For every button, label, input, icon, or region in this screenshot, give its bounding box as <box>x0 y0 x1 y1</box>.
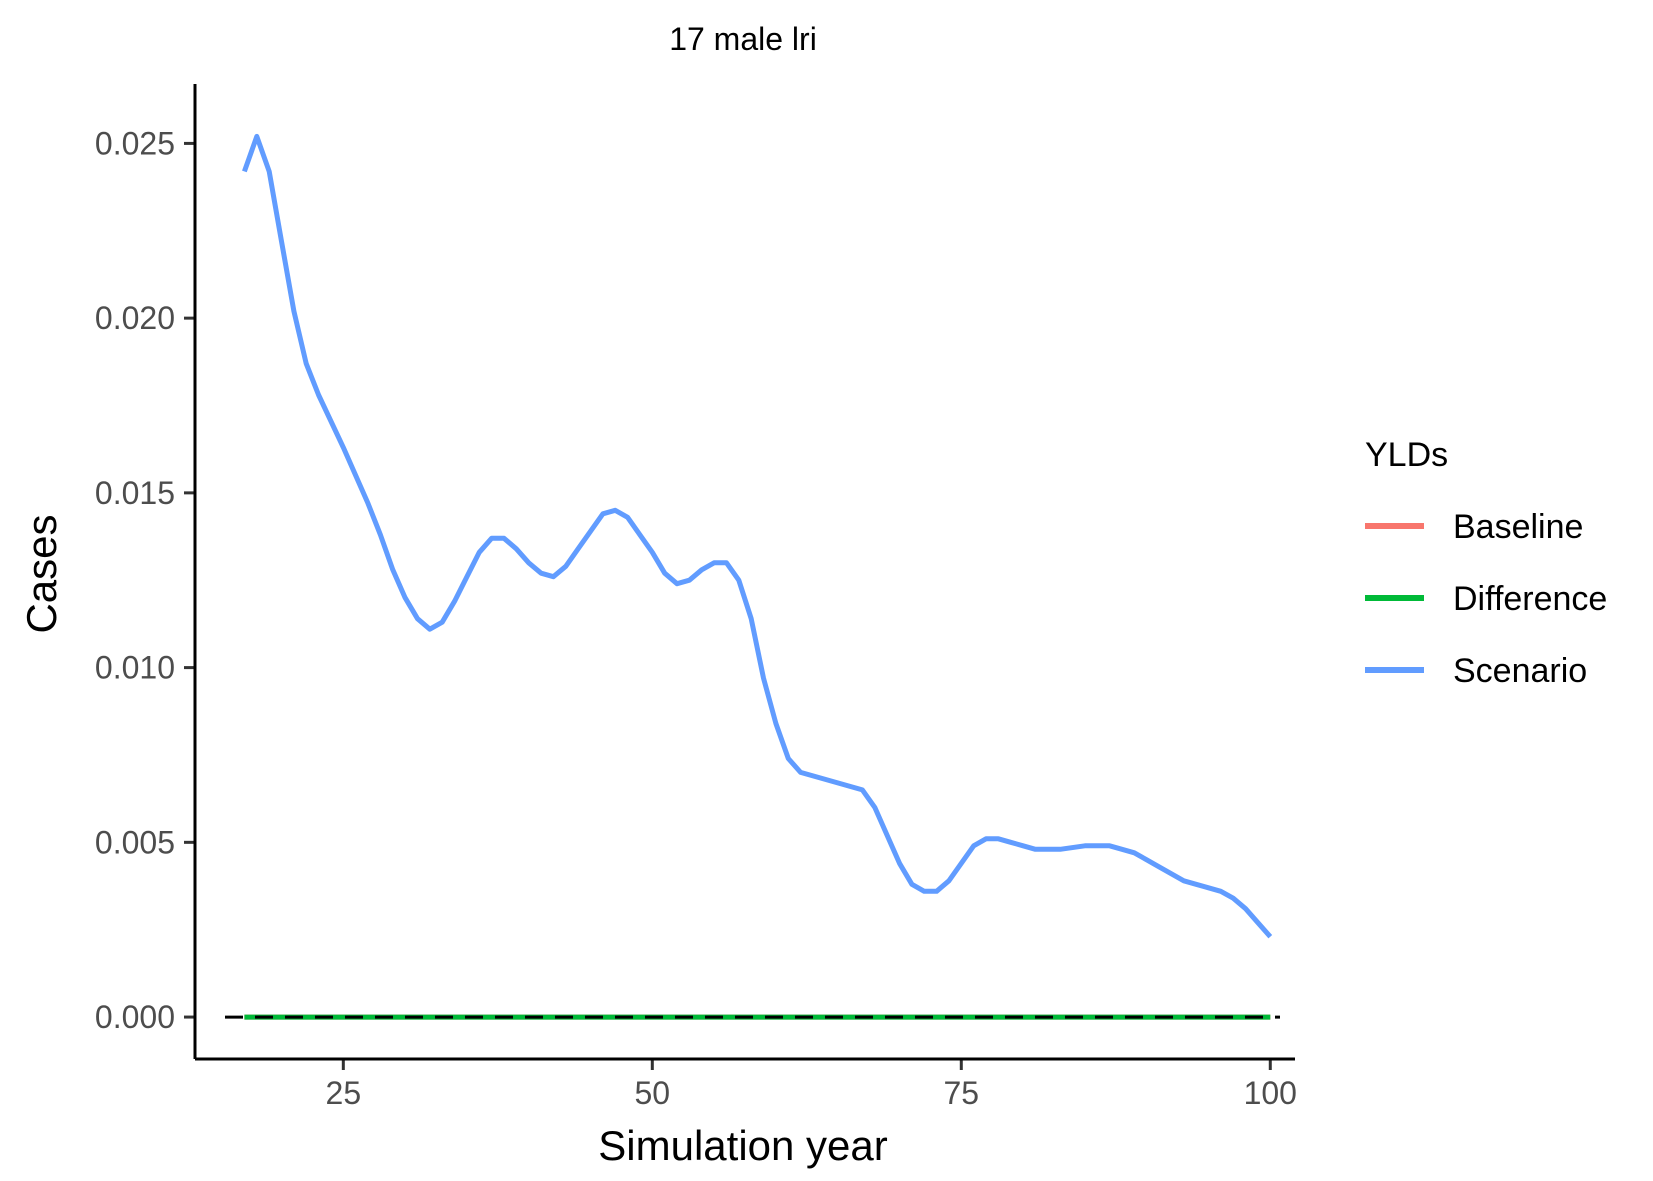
legend-label-baseline: Baseline <box>1453 508 1583 546</box>
x-tick-label: 100 <box>1244 1075 1297 1111</box>
y-tick-label: 0.010 <box>95 650 175 686</box>
legend: YLDs Baseline Difference Scenario <box>1365 436 1607 690</box>
y-tick-label: 0.000 <box>95 999 175 1035</box>
legend-title: YLDs <box>1365 436 1448 474</box>
x-tick-label: 75 <box>943 1075 979 1111</box>
y-axis-ticks: 0.000 0.005 0.010 0.015 0.020 0.025 <box>95 125 195 1035</box>
x-axis-title: Simulation year <box>598 1122 887 1169</box>
series-layer <box>242 133 1273 1020</box>
x-tick-label: 50 <box>635 1075 671 1111</box>
x-axis-ticks: 25 50 75 100 <box>326 1059 1297 1111</box>
legend-label-difference: Difference <box>1453 580 1607 618</box>
chart-title: 17 male lri <box>669 21 817 57</box>
y-axis-title: Cases <box>18 514 65 633</box>
y-tick-label: 0.025 <box>95 125 175 161</box>
series-line-scenario <box>242 133 1273 939</box>
y-tick-label: 0.005 <box>95 824 175 860</box>
x-tick-label: 25 <box>326 1075 362 1111</box>
y-tick-label: 0.020 <box>95 300 175 336</box>
y-tick-label: 0.015 <box>95 475 175 511</box>
legend-label-scenario: Scenario <box>1453 652 1587 690</box>
